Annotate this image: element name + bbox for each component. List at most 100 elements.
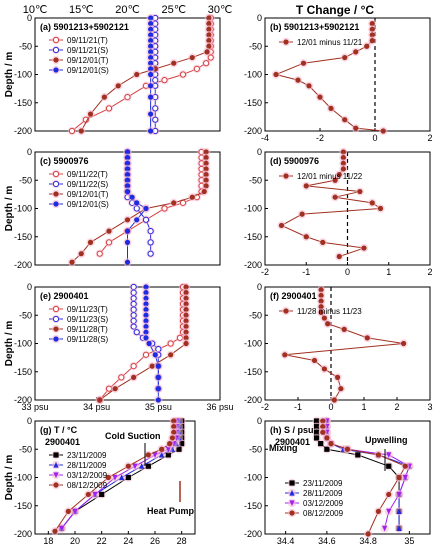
point-g-1-7 (139, 463, 145, 469)
point-b-0-13 (342, 117, 348, 123)
legend-swatch-marker-d-0 (283, 173, 289, 179)
legend-label-f-0: 11/28 minus 11/23 (297, 307, 362, 316)
point-f-0-6 (325, 321, 331, 327)
point-c-2-8 (189, 194, 195, 200)
ytick-label-g-4: -200 (14, 529, 32, 539)
ytick-label-f-1: -50 (249, 310, 262, 320)
point-f-0-8 (364, 335, 370, 341)
xtick-label-e-0: 33 psu (21, 402, 48, 412)
point-a-1-15 (152, 116, 159, 123)
xtick-label-e-2: 35 psu (145, 402, 172, 412)
point-d-0-3 (340, 166, 346, 172)
annotation-h-1: Upwelling (365, 435, 408, 445)
point-a-3-14 (148, 128, 154, 134)
ytick-label-f-0: 0 (257, 282, 262, 292)
point-e-2-9 (183, 335, 189, 341)
point-a-3-3 (148, 32, 154, 38)
legend-label-b-0: 12/01 minus 11/21 (297, 38, 363, 47)
point-e-2-10 (183, 340, 189, 347)
ytick-label-b-4: -200 (244, 126, 262, 136)
point-c-3-11 (134, 217, 140, 223)
ytick-label-d-3: -150 (244, 232, 262, 242)
point-g-3-2 (171, 429, 177, 435)
legend-label-c-0: 09/11/22(T) (67, 170, 108, 179)
xtick-label-g-4: 26 (150, 536, 160, 546)
point-h-1-11 (396, 525, 402, 531)
point-g-0-4 (179, 441, 185, 447)
point-c-1-14 (147, 250, 154, 257)
point-a-2-4 (206, 38, 212, 44)
legend-swatch-marker-g-2 (53, 472, 59, 479)
temp-axis-tick-4: 30℃ (208, 4, 233, 16)
point-e-3-9 (143, 335, 149, 341)
ytick-label-a-3: -150 (14, 98, 32, 108)
point-c-2-4 (203, 172, 209, 178)
legend-swatch-marker-h-2 (289, 500, 295, 507)
ytick-label-g-2: -100 (14, 473, 32, 483)
point-f-0-10 (282, 352, 288, 358)
xtick-label-d-3: 1 (386, 267, 391, 277)
point-d-0-13 (303, 234, 309, 240)
point-g-3-3 (169, 435, 175, 441)
point-b-0-11 (317, 94, 323, 100)
point-d-0-15 (361, 245, 367, 251)
point-e-3-7 (143, 323, 149, 330)
point-b-0-14 (353, 125, 359, 131)
xtick-label-f-5: 3 (427, 402, 432, 412)
ytick-label-f-3: -150 (244, 367, 262, 377)
legend-label-h-0: 23/11/2009 (303, 479, 343, 488)
point-e-2-7 (183, 323, 189, 330)
ytick-label-h-4: -200 (244, 529, 262, 539)
legend-label-e-3: 09/11/28(S) (67, 335, 109, 344)
xtick-label-b-3: 2 (427, 133, 432, 143)
point-a-2-13 (87, 111, 94, 117)
point-c-1-11 (142, 216, 150, 223)
ytick-label-d-4: -200 (244, 260, 262, 270)
legend-label-a-0: 09/11/21(T) (67, 36, 108, 45)
point-f-0-0 (318, 287, 324, 293)
xtick-label-g-3: 24 (123, 536, 133, 546)
point-e-0-12 (142, 351, 150, 358)
point-a-3-4 (148, 38, 154, 44)
temp-axis-tick-2: 20℃ (115, 4, 140, 16)
point-g-1-8 (119, 474, 125, 481)
point-e-2-3 (183, 301, 189, 307)
point-h-3-3 (324, 435, 330, 441)
point-d-0-5 (332, 177, 338, 183)
ytick-label-c-1: -50 (19, 175, 32, 185)
legend-swatch-marker-e-0 (52, 305, 60, 313)
point-c-2-5 (203, 177, 209, 183)
point-a-2-14 (78, 128, 84, 134)
point-e-3-13 (155, 374, 161, 380)
point-c-2-7 (201, 188, 207, 195)
panel-f: 0 -50 -100 -150 -200-2 -1 0 1 2 3 (f) 2900401 11/28… (244, 282, 433, 412)
point-e-0-9 (176, 334, 184, 341)
legend-swatch-marker-h-1 (289, 489, 295, 496)
ytick-label-f-4: -200 (244, 395, 262, 405)
point-c-2-2 (203, 160, 209, 166)
point-e-2-2 (183, 295, 189, 301)
xtick-label-d-1: -1 (302, 267, 310, 277)
panel-b: 0 -50 -100 -150 -200-4 -2 0 2 (b) 5901213+590212… (244, 13, 433, 143)
xtick-label-e-3: 36 psu (206, 402, 233, 412)
point-c-2-11 (124, 217, 131, 223)
point-b-0-5 (353, 49, 359, 55)
ytick-label-c-2: -100 (14, 204, 32, 214)
point-e-2-5 (183, 312, 189, 318)
ylabel-e: Depth / m (4, 321, 15, 367)
legend-swatch-marker-h-0 (289, 480, 295, 486)
point-f-0-5 (321, 315, 327, 321)
legend-label-d-0: 12/01 minus 11/22 (297, 172, 363, 181)
point-h-3-11 (365, 531, 371, 537)
point-c-3-9 (134, 200, 140, 206)
point-f-0-1 (318, 292, 324, 299)
xtick-label-g-2: 22 (97, 536, 107, 546)
xtick-label-f-3: 1 (361, 402, 366, 412)
point-g-0-9 (99, 491, 105, 498)
legend-swatch-marker-c-2 (53, 191, 59, 197)
legend-label-g-2: 03/12/2009 (67, 471, 108, 480)
point-h-0-7 (386, 463, 392, 469)
point-a-0-14 (105, 105, 113, 112)
